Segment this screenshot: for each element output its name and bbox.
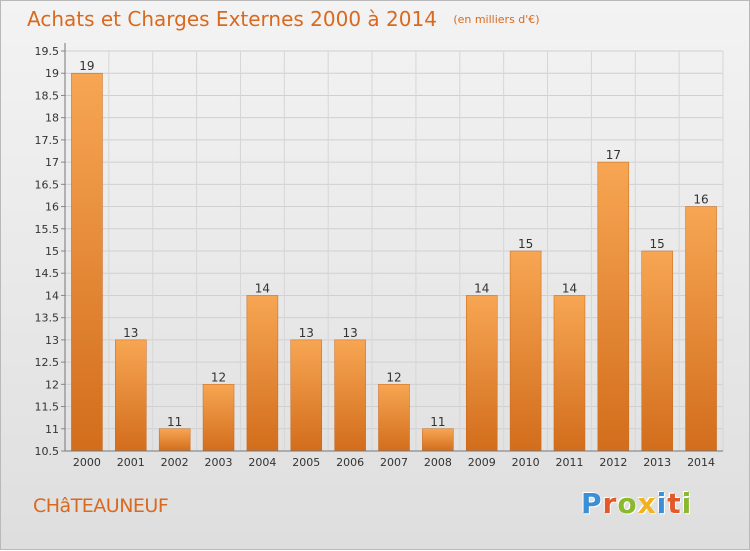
proxiti-logo: Proxiti (581, 487, 692, 520)
data-label: 11 (430, 415, 445, 429)
y-tick-label: 13 (45, 334, 59, 347)
y-tick-label: 11 (45, 423, 59, 436)
bar (158, 428, 191, 452)
y-tick-label: 15.5 (35, 223, 60, 236)
town-name: CHâTEAUNEUF (33, 495, 169, 517)
y-tick-label: 14 (45, 289, 59, 302)
bar (378, 384, 410, 452)
data-label: 14 (562, 281, 577, 295)
y-tick-label: 11.5 (35, 401, 60, 414)
chart-subtitle: (en milliers d'€) (453, 13, 540, 26)
x-tick-label: 2010 (512, 456, 540, 469)
x-tick-label: 2013 (643, 456, 671, 469)
bar (685, 206, 717, 452)
logo-letter: t (667, 487, 682, 520)
bar (641, 250, 673, 452)
bar (290, 339, 323, 452)
logo-letter: x (637, 487, 657, 520)
x-tick-label: 2003 (205, 456, 233, 469)
x-tick-label: 2000 (73, 456, 101, 469)
logo-letter: o (617, 487, 638, 520)
title-text: Achats et Charges Externes 2000 à 2014 (27, 7, 437, 31)
logo-letter: i (681, 487, 693, 520)
x-tick-label: 2008 (424, 456, 452, 469)
x-tick-label: 2011 (555, 456, 583, 469)
chart-title: Achats et Charges Externes 2000 à 2014 (… (27, 7, 540, 31)
data-label: 14 (474, 281, 489, 295)
bar (597, 161, 630, 452)
data-label: 13 (123, 326, 138, 340)
logo-letter: P (581, 487, 603, 520)
logo-letter: i (656, 487, 668, 520)
bar (115, 339, 147, 452)
x-tick-label: 2002 (161, 456, 189, 469)
x-tick-label: 2006 (336, 456, 364, 469)
bar (71, 72, 103, 452)
y-tick-label: 18 (45, 112, 59, 125)
data-label: 13 (299, 326, 314, 340)
y-tick-label: 16.5 (35, 178, 60, 191)
x-tick-label: 2007 (380, 456, 408, 469)
data-label: 12 (211, 370, 226, 384)
data-label: 14 (255, 281, 270, 295)
axes: 10.5 11 11.5 12 12.5 13 13.5 14 14.5 15 15.5 16 16.5… (35, 43, 723, 469)
y-tick-label: 12.5 (35, 356, 60, 369)
x-tick-label: 2012 (599, 456, 627, 469)
bar (465, 295, 498, 452)
y-tick-label: 14.5 (35, 267, 60, 280)
y-tick-label: 17 (45, 156, 59, 169)
y-tick-label: 19 (45, 67, 59, 80)
data-label: 13 (342, 326, 357, 340)
data-label: 12 (386, 370, 401, 384)
y-tick-label: 13.5 (35, 312, 60, 325)
bar (422, 428, 454, 452)
x-tick-label: 2004 (248, 456, 276, 469)
x-tick-label: 2014 (687, 456, 715, 469)
y-tick-label: 17.5 (35, 134, 60, 147)
bar (202, 384, 235, 452)
bar (509, 250, 542, 452)
y-tick-label: 19.5 (35, 45, 60, 58)
data-label: 15 (650, 237, 665, 251)
y-tick-label: 16 (45, 201, 59, 214)
data-label: 19 (79, 59, 94, 73)
bar (334, 339, 366, 452)
y-tick-label: 15 (45, 245, 59, 258)
x-tick-label: 2005 (292, 456, 320, 469)
bar (246, 295, 279, 452)
data-label: 11 (167, 415, 182, 429)
y-tick-label: 18.5 (35, 89, 60, 102)
data-label: 17 (606, 148, 621, 162)
logo-letter: r (602, 487, 618, 520)
y-tick-label: 12 (45, 378, 59, 391)
x-tick-label: 2001 (117, 456, 145, 469)
data-label: 15 (518, 237, 533, 251)
y-tick-label: 10.5 (35, 445, 60, 458)
data-label: 16 (693, 193, 708, 207)
x-tick-label: 2009 (468, 456, 496, 469)
bar (553, 295, 586, 452)
